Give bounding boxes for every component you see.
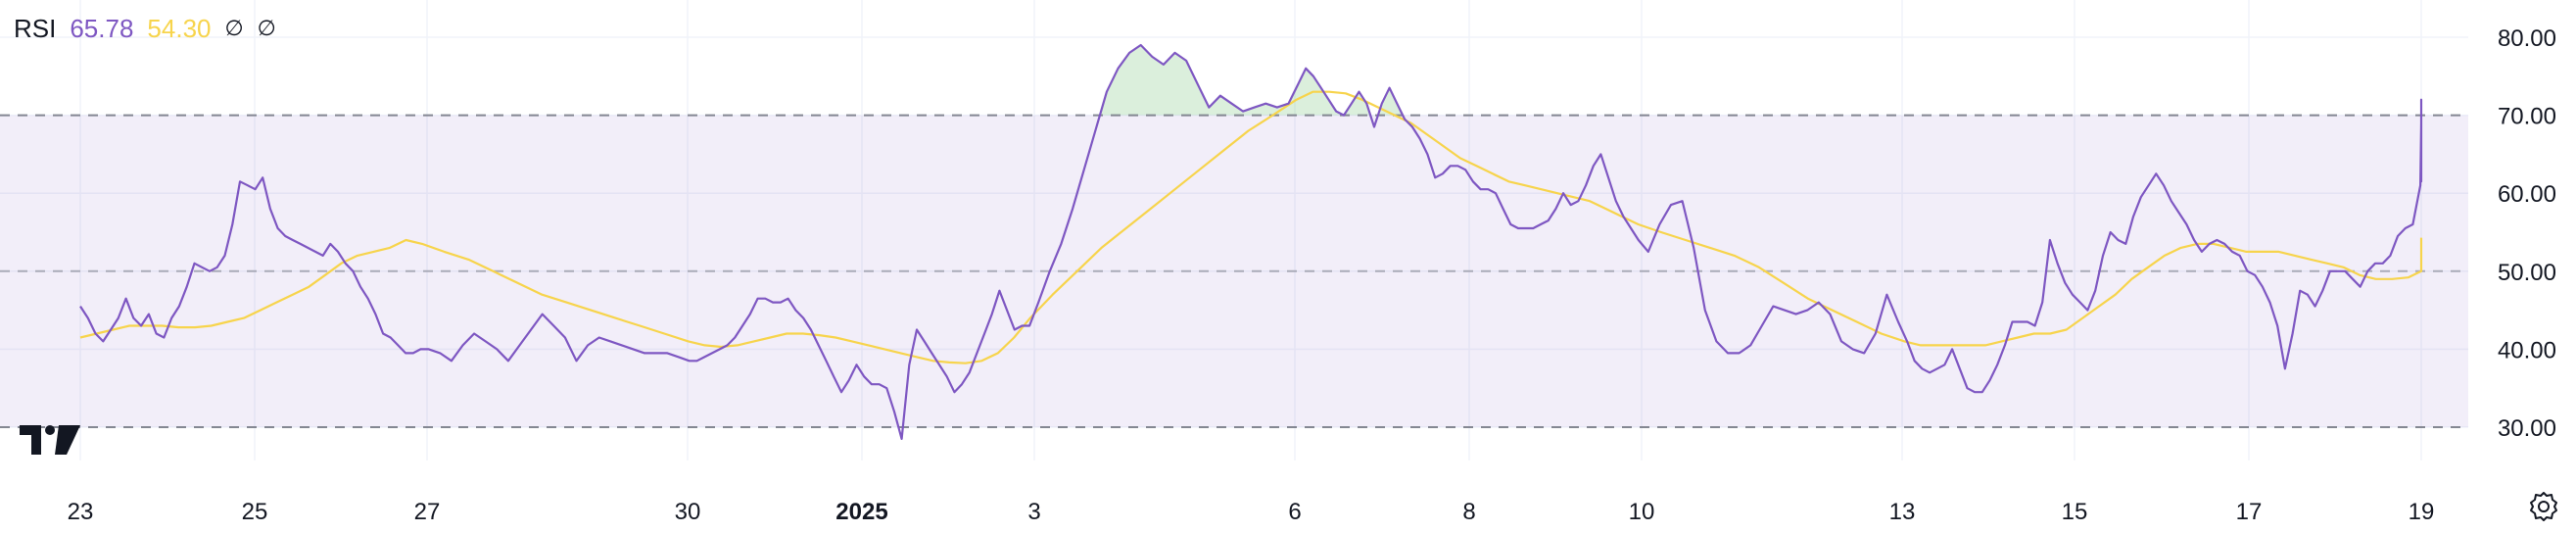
y-tick-label: 30.00 [2498, 415, 2556, 442]
rsi-ma-value: 54.30 [147, 14, 212, 43]
time-scale[interactable]: 23 25 27 30 2025 3 6 8 10 13 15 17 19 [68, 499, 2435, 525]
x-tick-label: 15 [2062, 499, 2088, 525]
y-tick-label: 70.00 [2498, 104, 2556, 130]
rsi-ma-line [79, 90, 2423, 364]
y-tick-label: 50.00 [2498, 260, 2556, 286]
settings-gear-icon[interactable] [2527, 490, 2560, 523]
y-tick-label: 80.00 [2498, 25, 2556, 52]
rsi-band-lines [0, 114, 2468, 428]
empty-value-icon: ∅ [224, 16, 244, 40]
rsi-value: 65.78 [70, 14, 134, 43]
indicator-name: RSI [14, 14, 57, 43]
x-tick-label: 23 [68, 499, 94, 525]
x-tick-label: 17 [2236, 499, 2263, 525]
empty-value-icon: ∅ [257, 16, 276, 40]
x-tick-label: 10 [1629, 499, 1655, 525]
tradingview-logo-icon[interactable] [20, 423, 82, 457]
rsi-line [79, 43, 2423, 440]
x-tick-label: 6 [1288, 499, 1301, 525]
x-tick-label: 19 [2409, 499, 2435, 525]
x-tick-label: 3 [1027, 499, 1040, 525]
y-tick-label: 60.00 [2498, 181, 2556, 208]
x-tick-label: 30 [675, 499, 701, 525]
indicator-legend[interactable]: RSI 65.78 54.30 ∅ ∅ [14, 14, 276, 43]
price-scale[interactable]: 80.00 70.00 60.00 50.00 40.00 30.00 [2498, 25, 2556, 442]
y-tick-label: 40.00 [2498, 337, 2556, 363]
x-tick-label: 25 [242, 499, 268, 525]
overbought-fill [1099, 45, 2421, 116]
x-tick-label: 27 [414, 499, 441, 525]
x-tick-label: 13 [1889, 499, 1916, 525]
x-tick-label: 2025 [835, 499, 887, 525]
x-tick-label: 8 [1462, 499, 1475, 525]
